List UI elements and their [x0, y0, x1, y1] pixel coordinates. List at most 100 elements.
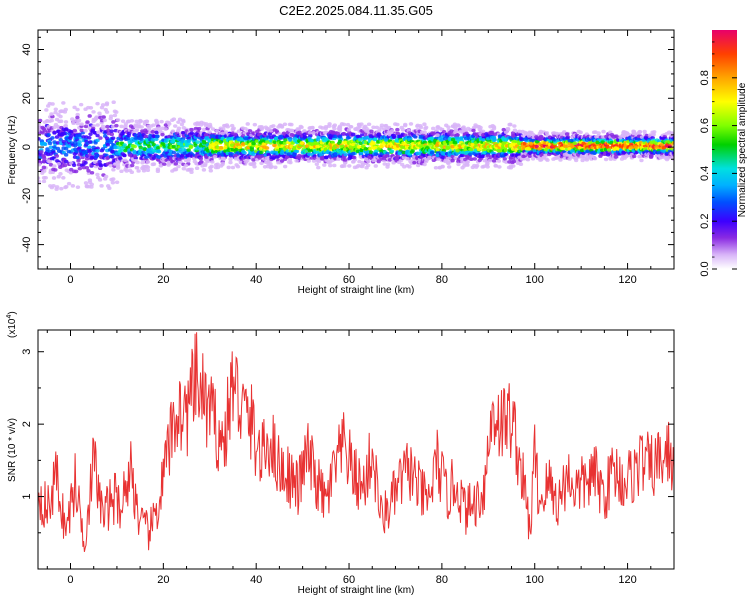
- spectrogram-cell: [220, 161, 226, 166]
- spectrogram-cell: [104, 110, 110, 114]
- spectrogram-cell: [84, 156, 90, 161]
- spectrogram-cell: [357, 137, 363, 142]
- spectrogram-cell: [86, 168, 91, 173]
- spectrogram-cell: [176, 128, 181, 133]
- spectrogram-cell: [89, 182, 95, 187]
- spectrogram-cell: [456, 162, 461, 167]
- spectrogram-cell: [84, 184, 90, 188]
- spectrogram-cell: [672, 148, 674, 153]
- spectrogram-cell: [491, 125, 497, 129]
- spectrogram-cell: [235, 142, 241, 147]
- spectrogram-cell: [72, 105, 77, 110]
- spectrogram-cell: [114, 123, 119, 128]
- spectrogram-cell: [83, 181, 89, 185]
- spectrogram-cell: [459, 157, 464, 161]
- spectrogram-cell: [58, 119, 64, 123]
- spectrogram-cell: [527, 154, 533, 158]
- spectrogram-cell: [412, 134, 418, 138]
- spectrogram-cell: [537, 137, 542, 141]
- spectrogram-cell: [395, 131, 400, 136]
- spectrogram-cell: [225, 124, 230, 129]
- spectrogram-cell: [572, 141, 578, 146]
- spectrogram-cell: [440, 164, 445, 169]
- spectrogram-cell: [75, 155, 80, 160]
- spectrogram-cell: [345, 136, 351, 140]
- spectrogram-cell: [105, 142, 111, 147]
- spectrogram-cell: [674, 131, 678, 135]
- spectrogram-cell: [43, 175, 48, 180]
- spectrogram-cell: [109, 146, 115, 150]
- spectrogram-cell: [544, 131, 550, 135]
- snr-x-tick-label: 0: [67, 574, 73, 586]
- spectrogram-cell: [545, 158, 550, 162]
- spectrogram-cell: [38, 179, 42, 184]
- spectrogram-cell: [259, 161, 264, 166]
- spectrogram-cell: [259, 150, 264, 155]
- spectrogram-cell: [480, 129, 486, 134]
- spectrogram-cell: [97, 178, 103, 182]
- spectrogram-cell: [667, 155, 672, 160]
- spectrogram-cell: [230, 165, 236, 170]
- spectrogram-cell: [119, 169, 124, 174]
- spectrogram-cell: [154, 130, 159, 135]
- spectrogram-cell: [299, 141, 304, 145]
- spectrogram-cell: [282, 122, 288, 127]
- spectrogram-cell: [130, 163, 135, 168]
- spectrogram-cell: [316, 165, 321, 170]
- spectrogram-cell: [639, 135, 645, 139]
- spectrogram-cell: [455, 148, 460, 153]
- spectrogram-cell: [221, 157, 227, 161]
- spectrogram-cell: [210, 160, 215, 164]
- spectrogram-cell: [42, 141, 47, 146]
- spectrogram-cell: [527, 151, 533, 155]
- spectrogram-cell: [135, 160, 140, 165]
- spectrogram-cell: [279, 125, 285, 129]
- spectrogram-cell: [46, 159, 51, 163]
- colorbar-label: Normalized spectral amplitude: [737, 82, 748, 217]
- spectrogram-cell: [75, 185, 81, 189]
- spectrogram-cell: [373, 164, 378, 168]
- spectrogram-cell: [95, 138, 100, 143]
- snr-x-tick-label: 80: [436, 574, 448, 586]
- snr-x-tick-label: 60: [343, 574, 355, 586]
- spectrogram-cell: [559, 146, 565, 151]
- spectrogram-cell: [115, 164, 121, 169]
- spectrogram-cell: [56, 174, 61, 179]
- spectrogram-cell: [87, 145, 92, 150]
- spectrogram-cell: [47, 141, 53, 146]
- spectrogram-cell: [469, 147, 474, 152]
- spectrogram-y-tick-label: -20: [21, 188, 33, 204]
- spectrogram-cell: [71, 163, 77, 167]
- spectrogram-cell: [134, 128, 140, 132]
- spectrogram-cell: [306, 159, 312, 163]
- spectrogram-cell: [325, 150, 330, 154]
- spectrogram-cell: [154, 120, 160, 124]
- spectrogram-cell: [129, 170, 135, 175]
- spectrogram-cell: [126, 133, 131, 138]
- spectrogram-cell: [204, 122, 209, 126]
- spectrogram-cell: [203, 162, 208, 166]
- spectrogram-cell: [176, 164, 181, 169]
- spectrogram-cell: [674, 149, 678, 153]
- spectrogram-cell: [72, 128, 77, 133]
- spectrogram-cell: [558, 158, 563, 162]
- spectrogram-cell: [326, 124, 332, 129]
- spectrogram-cell: [524, 137, 529, 141]
- spectrogram-cell: [323, 155, 329, 160]
- spectrogram-cell: [102, 118, 107, 123]
- spectrogram-cell: [59, 186, 64, 191]
- spectrogram-cell: [478, 125, 483, 130]
- spectrogram-cell: [395, 122, 400, 127]
- spectrogram-cell: [38, 118, 43, 123]
- spectrogram-cell: [379, 144, 384, 149]
- spectrogram-cell: [101, 115, 106, 119]
- spectrogram-cell: [134, 119, 139, 124]
- spectrogram-cell: [247, 129, 253, 133]
- spectrogram-cell: [493, 164, 499, 168]
- spectrogram-cell: [359, 164, 365, 169]
- colorbar-ticks: 0.00.20.40.60.8: [699, 41, 737, 277]
- spectrogram-cell: [41, 179, 47, 184]
- spectrogram-cell: [151, 123, 156, 127]
- spectrogram-cell: [578, 130, 583, 135]
- spectrogram-cell: [83, 128, 88, 133]
